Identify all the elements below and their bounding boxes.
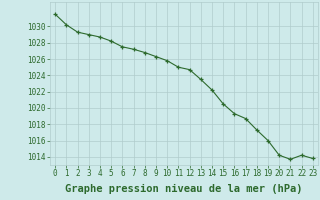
X-axis label: Graphe pression niveau de la mer (hPa): Graphe pression niveau de la mer (hPa) [65, 184, 303, 194]
